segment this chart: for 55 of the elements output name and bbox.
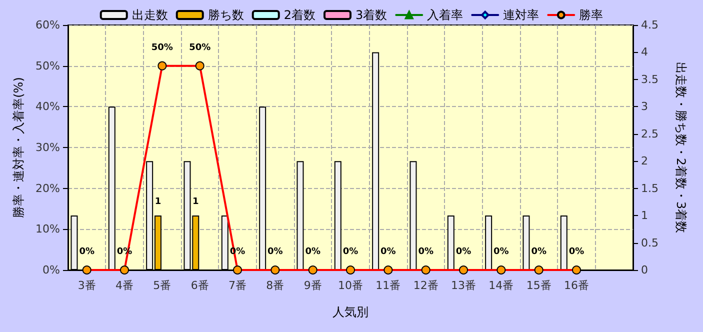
x-tick-label: 16番	[564, 279, 589, 292]
legend-label: 連対率	[503, 8, 540, 22]
y-tick-label: 0%	[42, 264, 60, 276]
y2-tick-label: 4	[641, 46, 648, 59]
x-tick-label: 13番	[451, 279, 476, 292]
x-tick-label: 5番	[153, 279, 172, 292]
legend-label: 出走数	[132, 8, 168, 22]
x-tick-label: 8番	[266, 279, 284, 292]
y2-tick-label: 1.5	[641, 182, 658, 195]
data-label: 50%	[151, 42, 173, 53]
data-label: 0%	[342, 247, 358, 257]
y2-tick-label: 2	[641, 154, 648, 168]
x-tick-label: 9番	[304, 279, 322, 292]
legend-label: 勝率	[579, 8, 604, 22]
legend-label: 勝ち数	[208, 8, 244, 22]
y2-tick-label: 3	[641, 100, 648, 114]
data-label: 0%	[79, 247, 94, 257]
data-label: 0%	[305, 247, 320, 257]
y-tick-label: 50%	[36, 59, 60, 72]
y2-tick-label: 0	[641, 264, 648, 276]
x-tick-label: 7番	[228, 279, 246, 292]
y2-tick-label: 1	[641, 209, 648, 222]
data-label: 0%	[456, 247, 472, 257]
x-tick-label: 6番	[190, 279, 209, 292]
y-tick-label: 30%	[36, 141, 60, 154]
x-tick-label: 14番	[488, 279, 514, 292]
y-tick-label: 40%	[36, 100, 60, 114]
y2-tick-label: 2.5	[641, 127, 658, 140]
y2-axis-title: 出走数・勝ち数・2着数・3着数	[674, 62, 688, 234]
y-tick-label: 20%	[36, 182, 60, 195]
x-tick-label: 15番	[526, 279, 552, 292]
legend-label: 入着率	[427, 8, 464, 22]
x-tick-label: 10番	[338, 279, 363, 292]
y-tick-label: 60%	[36, 18, 60, 32]
x-tick-label: 11番	[376, 279, 401, 292]
y2-tick-label: 3.5	[641, 72, 658, 86]
data-label: 0%	[531, 247, 546, 257]
data-label: 0%	[418, 247, 434, 257]
legend-label: 3着数	[356, 8, 388, 22]
data-label: 0%	[494, 247, 509, 257]
data-label: 1	[192, 197, 199, 208]
x-tick-label: 3番	[78, 279, 96, 292]
data-label: 0%	[380, 247, 396, 257]
data-label: 0%	[568, 247, 584, 257]
data-label: 1	[154, 197, 162, 208]
y2-tick-label: 4.5	[641, 18, 658, 32]
data-label: 50%	[189, 42, 211, 53]
x-axis-title: 人気別	[332, 305, 368, 319]
y-axis-title: 勝率・連対率・入着率(%)	[12, 77, 26, 218]
x-tick-label: 12番	[413, 279, 438, 292]
y2-tick-label: 0.5	[641, 236, 658, 250]
legend-label: 2着数	[284, 8, 316, 22]
y-tick-label: 10%	[36, 222, 60, 236]
data-label: 0%	[268, 247, 283, 257]
x-tick-label: 4番	[116, 279, 134, 292]
